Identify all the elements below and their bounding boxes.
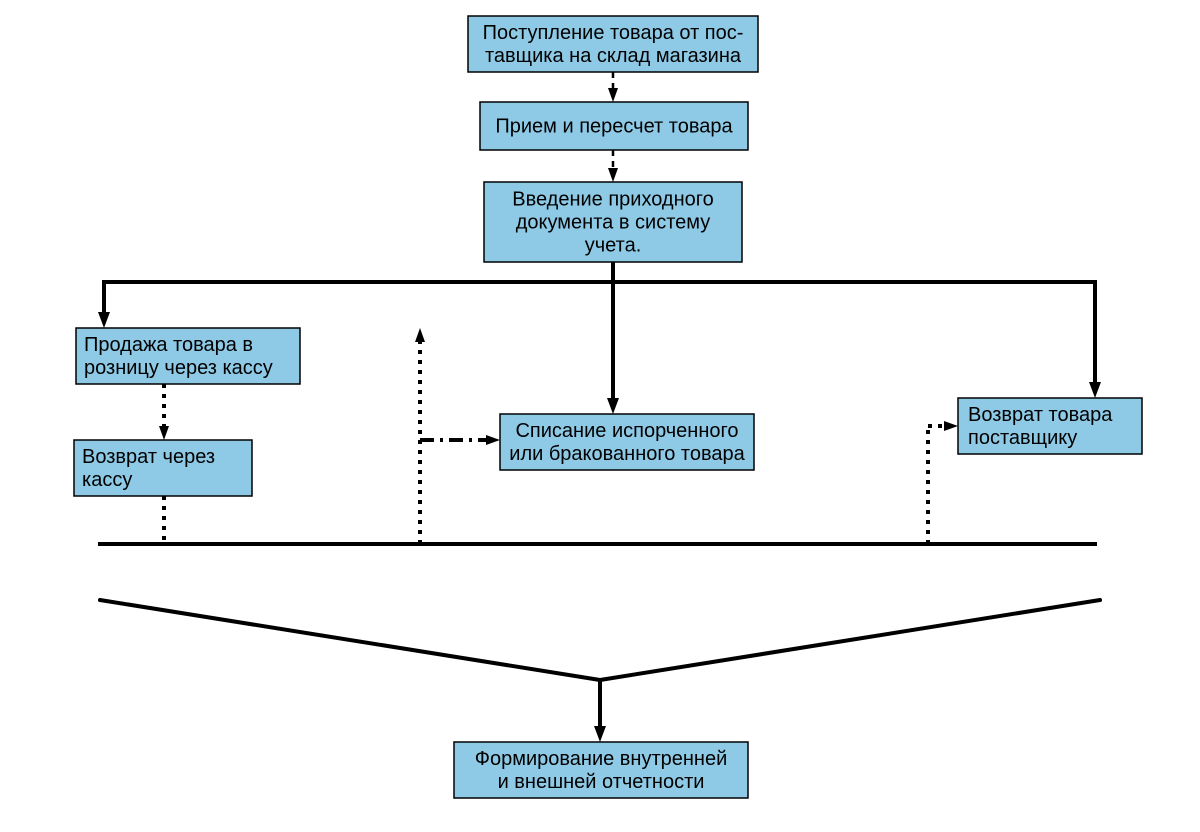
- node-label: Списание испорченного: [515, 420, 738, 442]
- node-label: Возврат через: [82, 446, 215, 468]
- node-label: Прием и пересчет товара: [495, 115, 733, 137]
- node-label: розницу через кассу: [84, 357, 273, 379]
- flow-node-n3: Введение приходногодокумента в системууч…: [484, 182, 742, 262]
- node-label: Возврат товара: [968, 404, 1113, 426]
- flow-node-n2: Прием и пересчет товара: [480, 102, 748, 150]
- node-label: Введение приходного: [512, 188, 714, 210]
- node-label: или бракованного товара: [509, 443, 745, 465]
- node-label: кассу: [82, 469, 132, 491]
- node-label: документа в систему: [516, 211, 710, 233]
- flow-node-n7: Возврат товарапоставщику: [958, 398, 1142, 454]
- flow-node-n8: Формирование внутреннейи внешней отчетно…: [454, 742, 748, 798]
- node-label: Продажа товара в: [84, 334, 253, 356]
- node-label: Поступление товара от пос-: [483, 22, 744, 44]
- node-label: поставщику: [968, 427, 1077, 449]
- flow-node-n6: Списание испорченногоили бракованного то…: [500, 414, 754, 470]
- node-label: и внешней отчетности: [498, 771, 705, 793]
- node-label: учета.: [585, 234, 642, 256]
- flow-node-n4: Продажа товара врозницу через кассу: [76, 328, 300, 384]
- node-label: Формирование внутренней: [475, 748, 728, 770]
- flowchart-canvas: Поступление товара от пос-тавщика на скл…: [0, 0, 1200, 832]
- flow-node-n5: Возврат черезкассу: [74, 440, 252, 496]
- node-label: тавщика на склад магазина: [485, 45, 742, 67]
- flow-node-n1: Поступление товара от пос-тавщика на скл…: [468, 16, 758, 72]
